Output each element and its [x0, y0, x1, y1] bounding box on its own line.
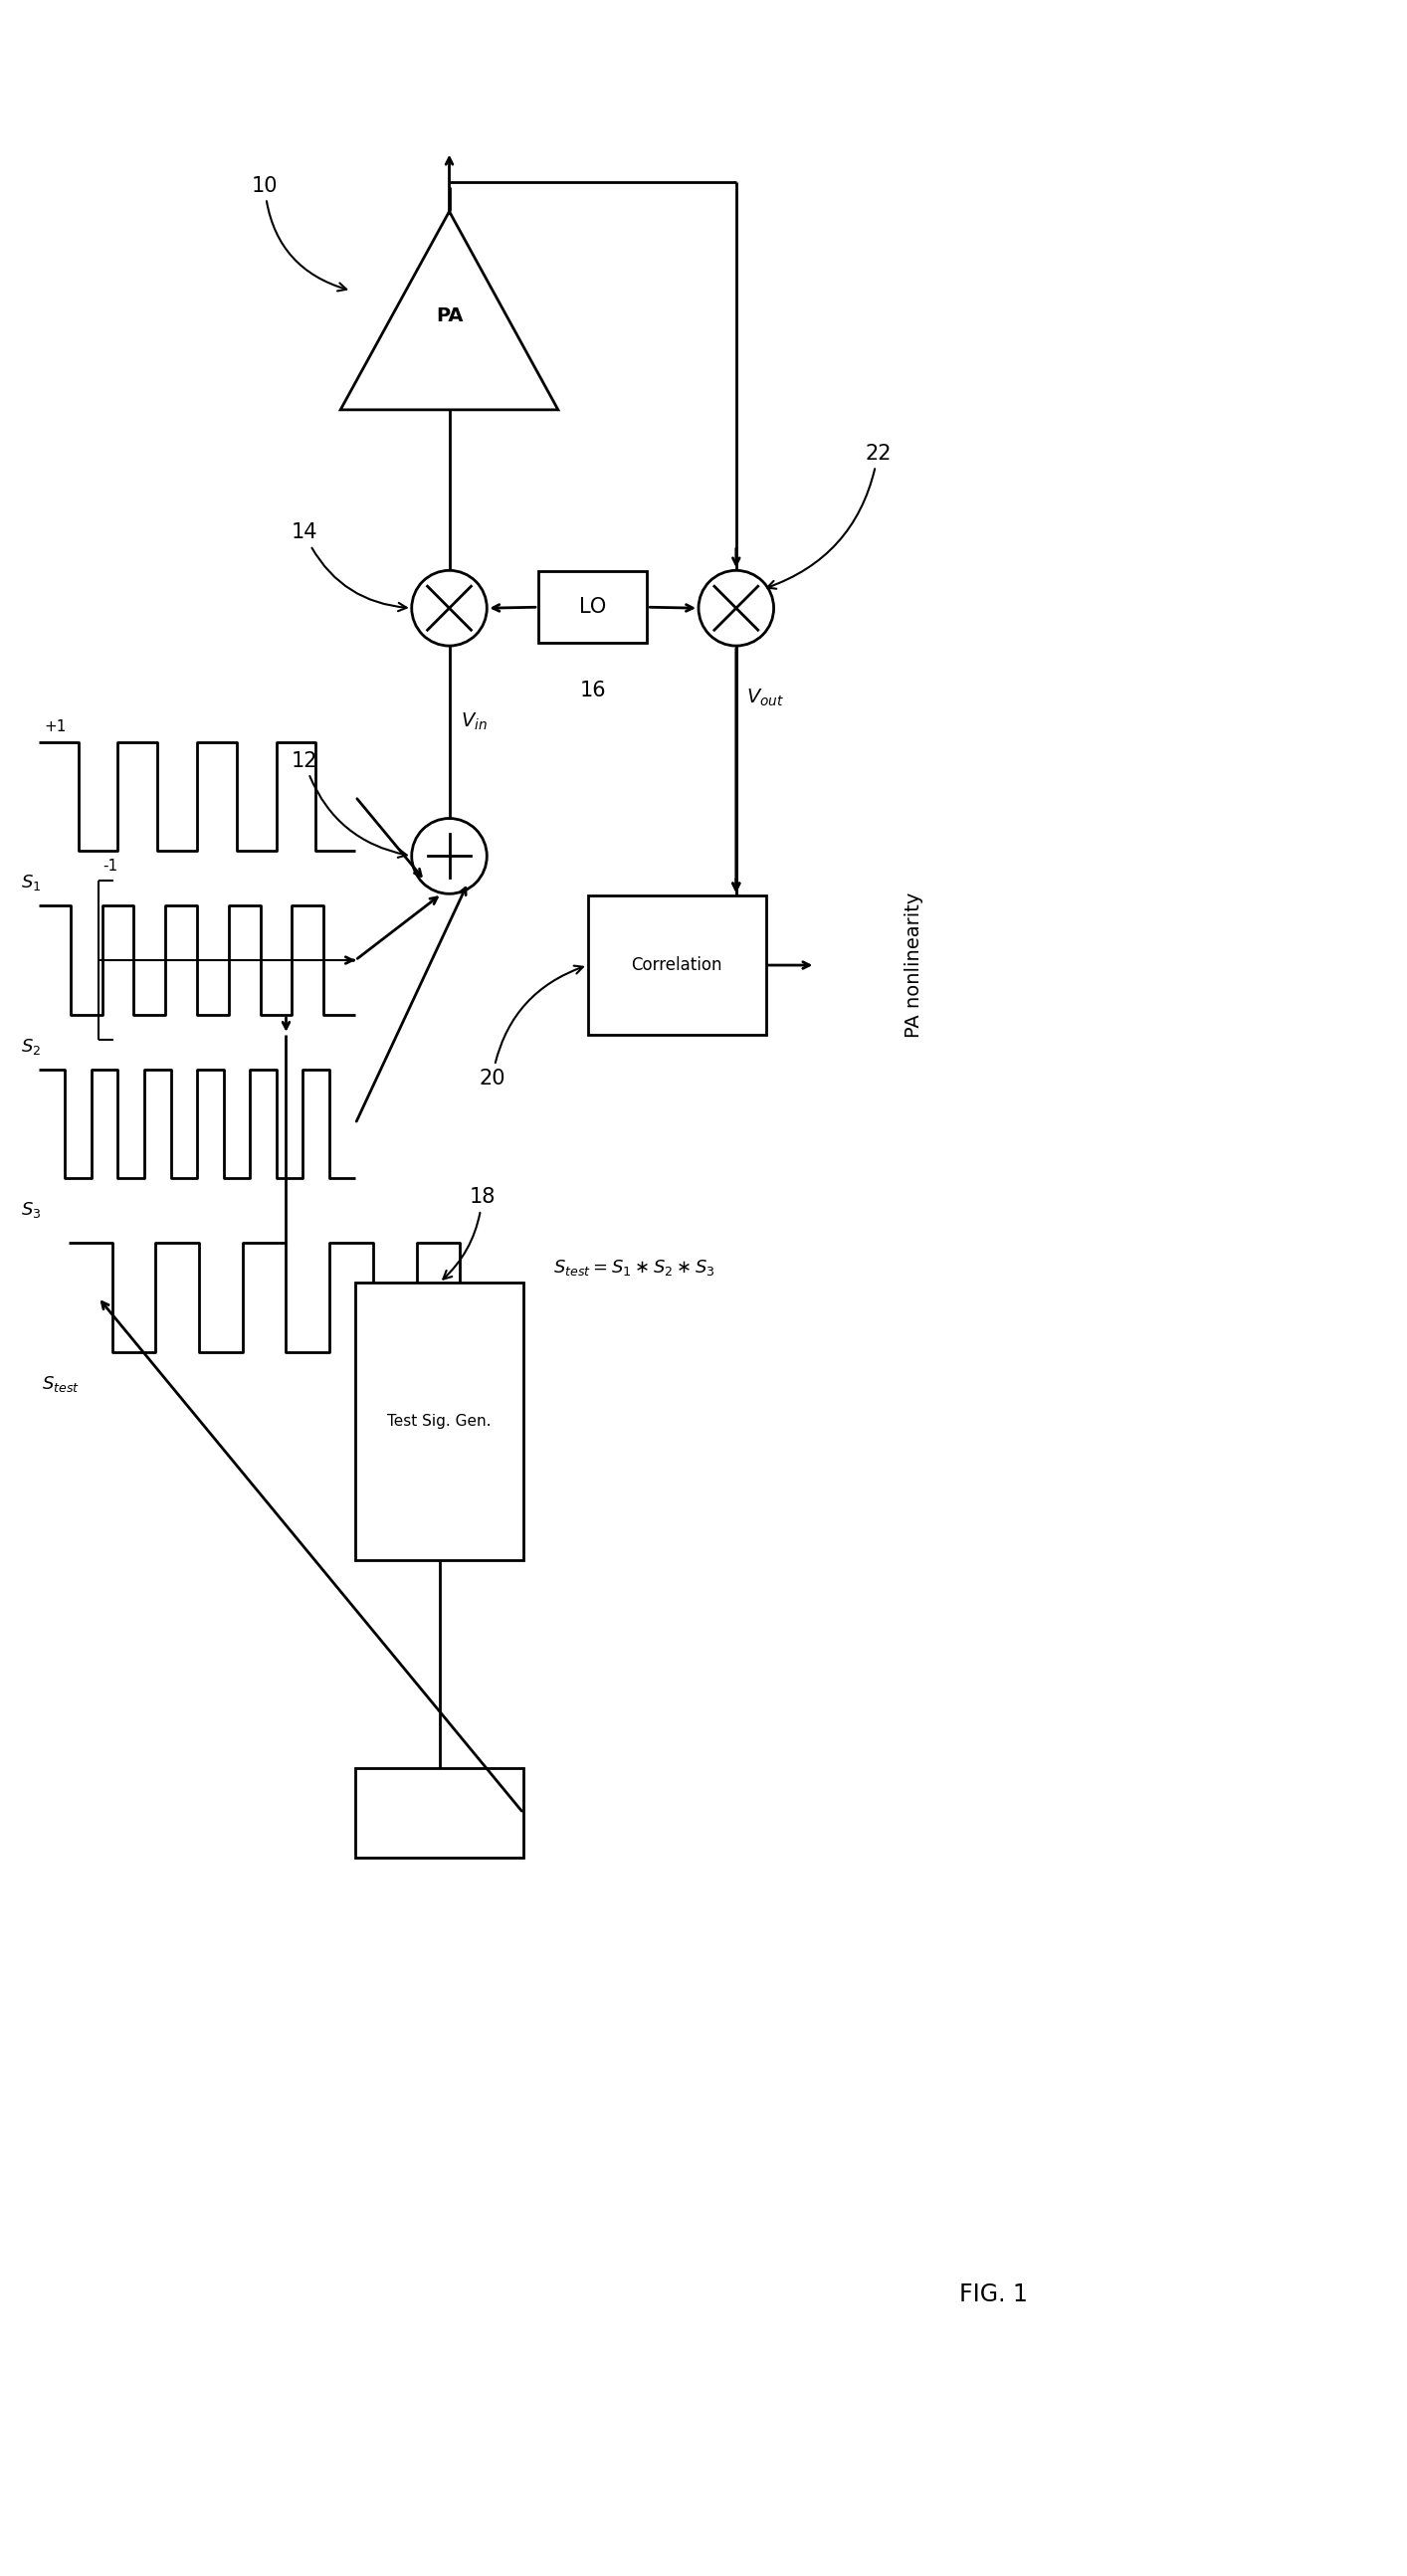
Text: LO: LO [580, 598, 606, 618]
Text: $S_{test} = S_1 \ast S_2 \ast S_3$: $S_{test} = S_1 \ast S_2 \ast S_3$ [553, 1257, 715, 1278]
Text: $S_{test}$: $S_{test}$ [42, 1373, 79, 1394]
Text: 22: 22 [767, 443, 891, 590]
Text: Correlation: Correlation [632, 956, 722, 974]
Text: $V_{out}$: $V_{out}$ [746, 688, 784, 708]
Text: $S_1$: $S_1$ [21, 873, 41, 894]
Text: 16: 16 [580, 680, 606, 701]
Bar [356, 1283, 523, 1561]
Text: 14: 14 [291, 523, 407, 611]
Text: 10: 10 [252, 175, 346, 291]
Text: FIG. 1: FIG. 1 [960, 2282, 1027, 2306]
Text: PA: PA [436, 307, 463, 325]
Text: $S_3$: $S_3$ [21, 1200, 41, 1221]
Text: $S_2$: $S_2$ [21, 1036, 41, 1056]
Bar [588, 896, 765, 1036]
Text: Test Sig. Gen.: Test Sig. Gen. [387, 1414, 491, 1430]
Text: 20: 20 [478, 966, 582, 1087]
Text: 12: 12 [291, 750, 407, 858]
Bar [539, 572, 647, 644]
Bar [356, 1770, 523, 1857]
Text: +1: +1 [44, 719, 66, 734]
Text: 18: 18 [443, 1188, 495, 1280]
Text: $V_{in}$: $V_{in}$ [461, 711, 488, 732]
Text: PA nonlinearity: PA nonlinearity [905, 891, 923, 1038]
Text: -1: -1 [103, 858, 118, 873]
